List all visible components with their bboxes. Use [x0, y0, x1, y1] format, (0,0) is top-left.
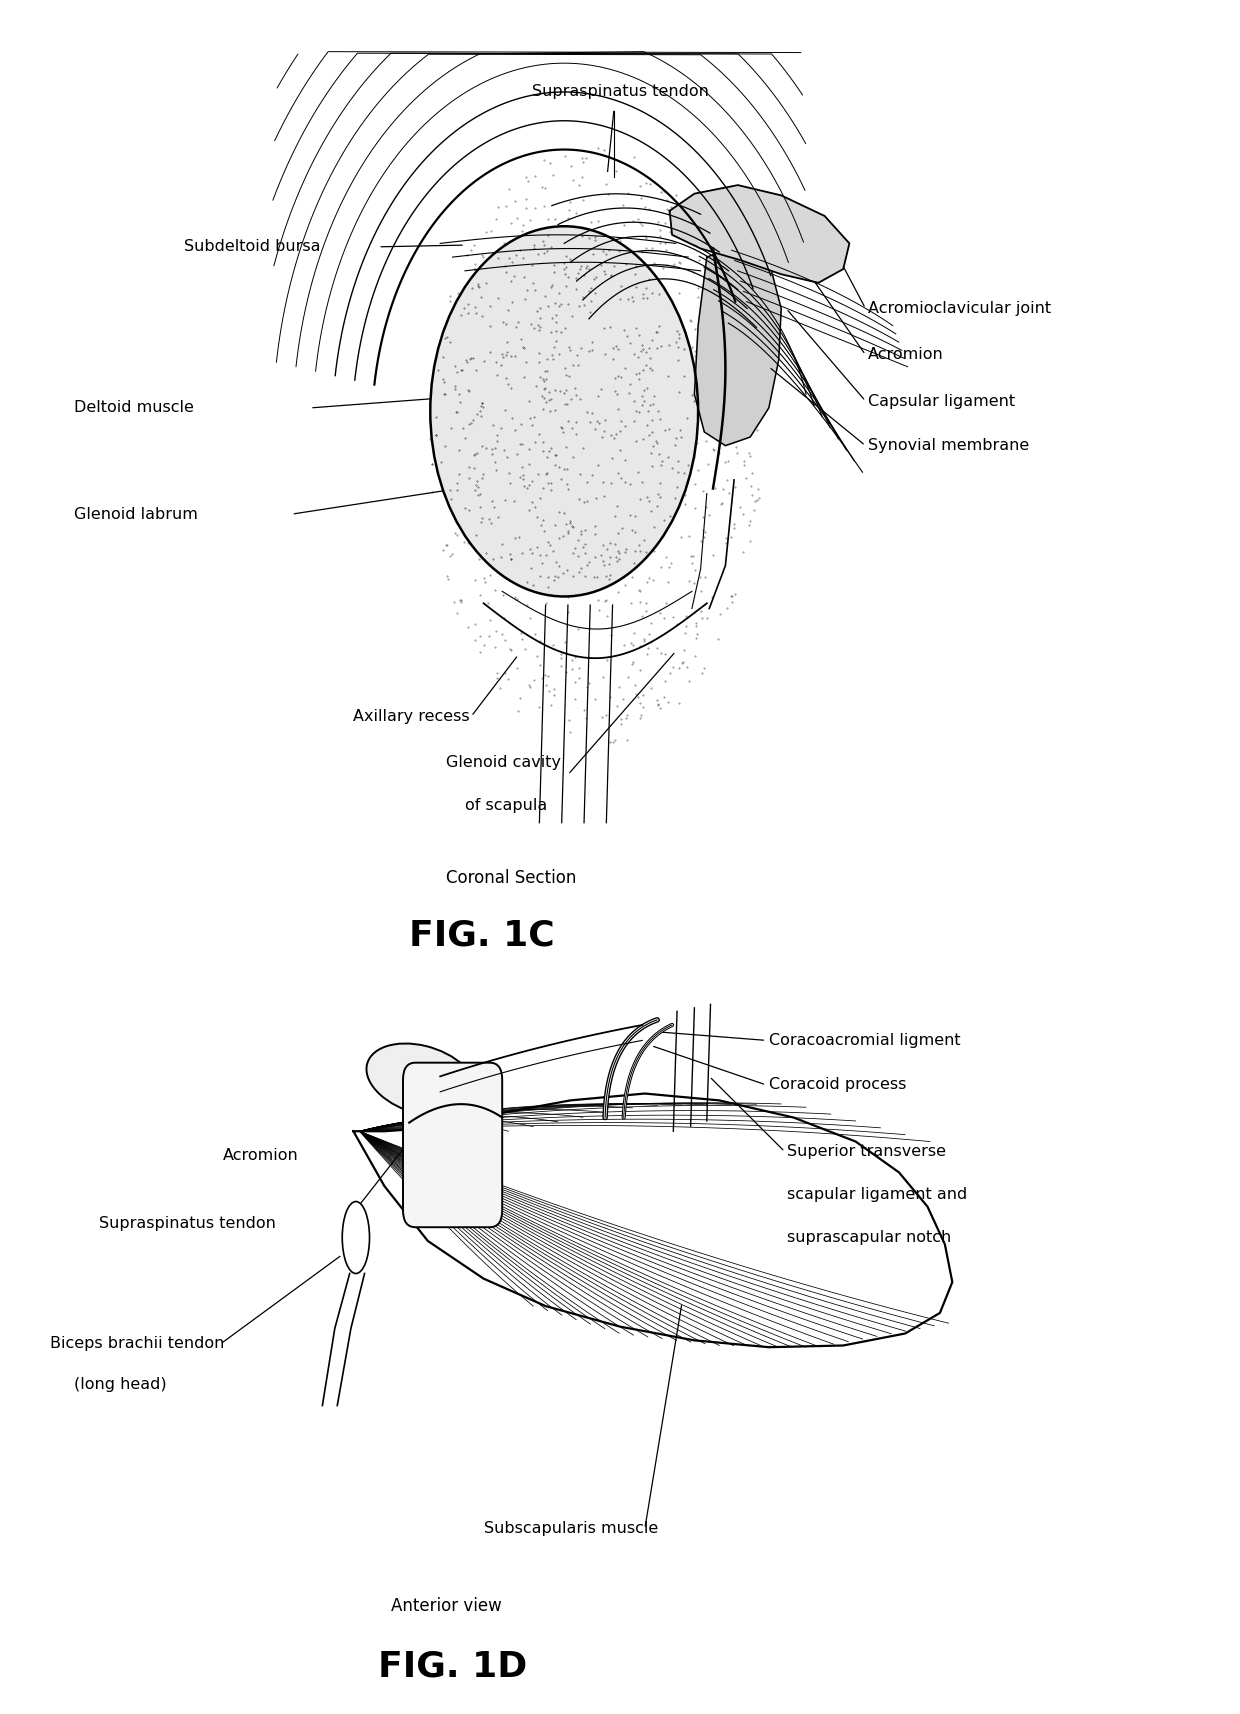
Text: Supraspinatus tendon: Supraspinatus tendon [532, 84, 708, 99]
Text: Glenoid cavity: Glenoid cavity [446, 756, 562, 770]
FancyBboxPatch shape [403, 1063, 502, 1227]
Text: Biceps brachii tendon: Biceps brachii tendon [50, 1337, 224, 1351]
Text: of scapula: of scapula [465, 799, 547, 812]
Text: Deltoid muscle: Deltoid muscle [74, 401, 195, 415]
Text: Anterior view: Anterior view [391, 1597, 501, 1615]
Text: Subscapularis muscle: Subscapularis muscle [484, 1522, 658, 1536]
Text: Acromion: Acromion [868, 348, 944, 362]
Text: Acromion: Acromion [223, 1148, 299, 1162]
Text: FIG. 1C: FIG. 1C [409, 919, 554, 953]
Text: Synovial membrane: Synovial membrane [868, 439, 1029, 452]
Text: Capsular ligament: Capsular ligament [868, 394, 1016, 408]
Text: Subdeltoid bursa: Subdeltoid bursa [184, 240, 320, 254]
Text: Coronal Section: Coronal Section [446, 869, 577, 886]
Circle shape [430, 226, 698, 596]
Text: Coracoacromial ligment: Coracoacromial ligment [769, 1034, 961, 1047]
Polygon shape [670, 185, 849, 283]
Text: suprascapular notch: suprascapular notch [787, 1231, 951, 1244]
Ellipse shape [367, 1044, 476, 1116]
Text: Acromioclavicular joint: Acromioclavicular joint [868, 302, 1052, 315]
Text: (long head): (long head) [74, 1378, 167, 1392]
Text: Glenoid labrum: Glenoid labrum [74, 507, 198, 521]
Text: scapular ligament and: scapular ligament and [787, 1188, 967, 1202]
Text: FIG. 1D: FIG. 1D [378, 1649, 527, 1683]
Text: Superior transverse: Superior transverse [787, 1145, 946, 1159]
Text: Coracoid process: Coracoid process [769, 1078, 906, 1092]
Polygon shape [353, 1094, 952, 1347]
Polygon shape [694, 243, 781, 446]
Text: Supraspinatus tendon: Supraspinatus tendon [99, 1217, 277, 1231]
Ellipse shape [342, 1202, 370, 1274]
Text: Axillary recess: Axillary recess [353, 710, 470, 723]
